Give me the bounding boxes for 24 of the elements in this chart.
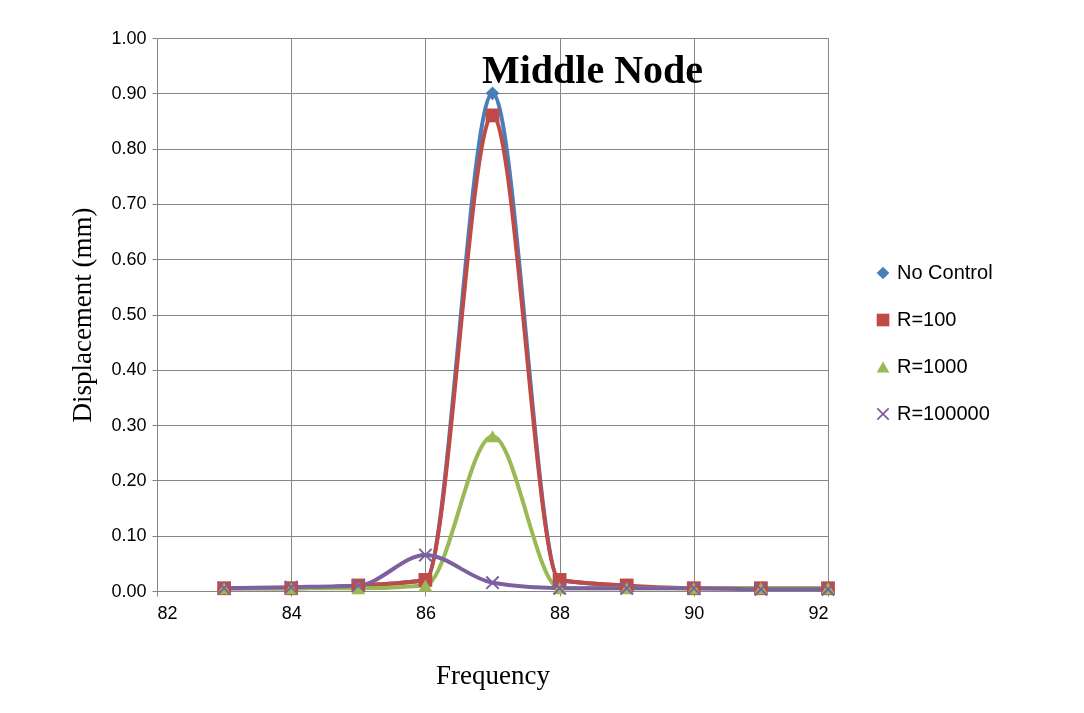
legend-label: R=100000 [897, 402, 990, 424]
x-tick-label: 84 [281, 602, 302, 623]
x-tick-label: 88 [550, 602, 571, 623]
y-axis-title: Displacement (mm) [67, 207, 98, 423]
x-tick-label: 86 [415, 602, 436, 623]
y-tick-label: 0.80 [111, 138, 147, 159]
y-tick-label: 0.50 [111, 304, 147, 324]
y-tick-label: 0.00 [111, 580, 147, 601]
x-tick-label: 90 [684, 602, 705, 623]
legend-label: No Control [897, 261, 993, 283]
y-tick-label: 0.40 [111, 359, 147, 380]
y-tick-label: 1.00 [111, 27, 147, 48]
y-tick-label: 0.20 [111, 469, 147, 490]
x-axis-title: Frequency [436, 659, 551, 690]
legend-label: R=100 [897, 308, 957, 330]
legend-label: R=1000 [897, 355, 968, 377]
x-tick-label: 92 [808, 602, 829, 623]
y-tick-label: 0.70 [111, 193, 147, 214]
x-tick-label: 82 [157, 602, 178, 623]
y-tick-label: 0.30 [111, 414, 147, 435]
y-tick-label: 0.60 [111, 248, 147, 269]
y-tick-label: 0.10 [111, 525, 147, 546]
chart-title: Middle Node [481, 47, 704, 92]
y-tick-label: 0.90 [111, 82, 147, 103]
